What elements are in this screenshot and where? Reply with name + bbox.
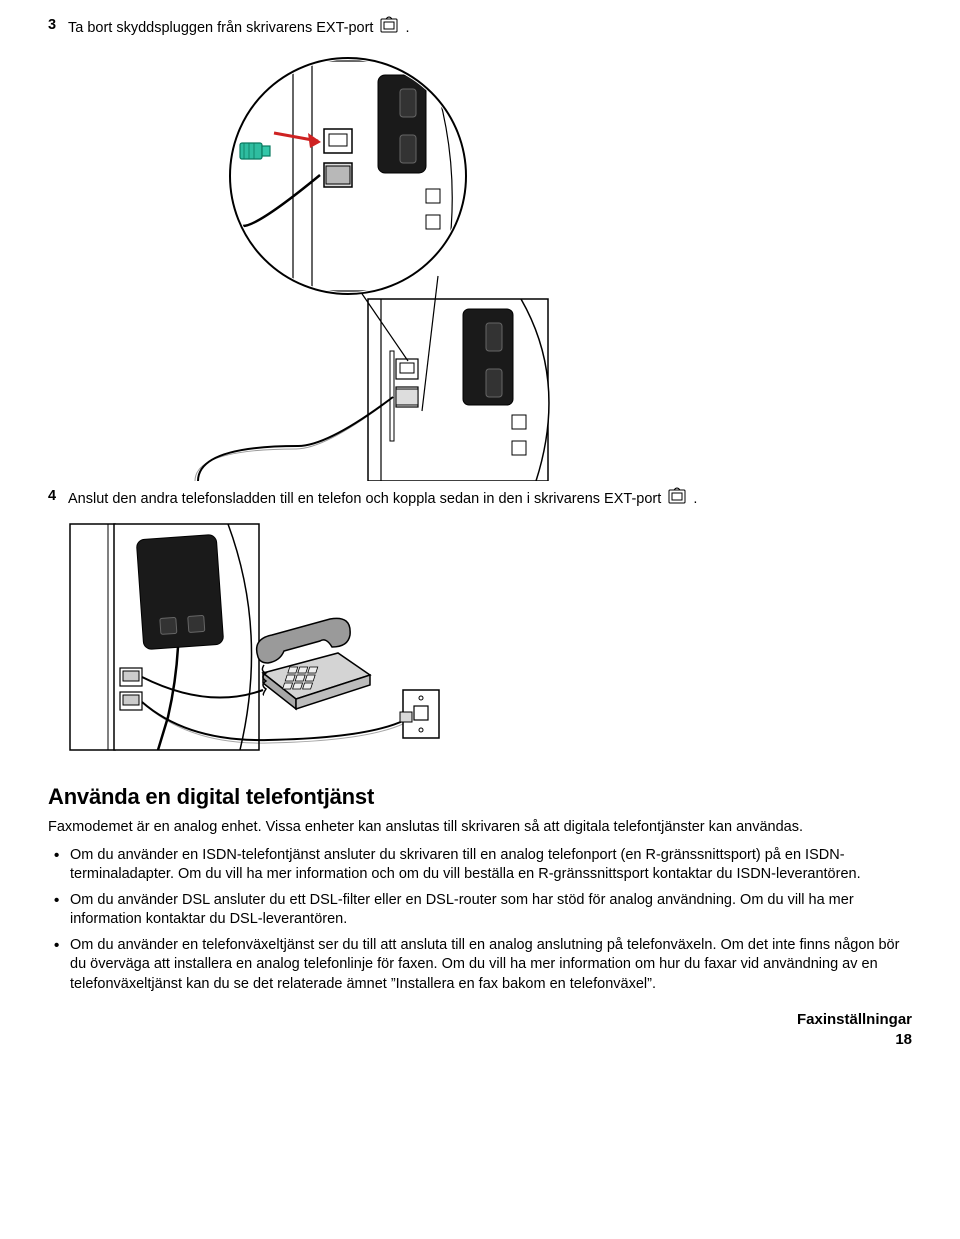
step-3-text: Ta bort skyddspluggen från skrivarens EX… (68, 16, 912, 41)
ext-port-icon (379, 16, 399, 41)
ext-port-icon (667, 487, 687, 512)
diagram-connect-phone (68, 522, 912, 759)
list-item: Om du använder DSL ansluter du ett DSL-f… (48, 891, 912, 930)
step-3: 3 Ta bort skyddspluggen från skrivarens … (48, 16, 912, 41)
diagram-remove-plug (68, 51, 912, 488)
list-item: Om du använder en telefonväxeltjänst ser… (48, 936, 912, 995)
section-heading: Använda en digital telefontjänst (48, 782, 912, 812)
step-4-text-after: . (693, 491, 697, 507)
step-4-text-before: Anslut den andra telefonsladden till en … (68, 491, 665, 507)
footer-section-title: Faxinställningar (797, 1010, 912, 1030)
step-4-number: 4 (48, 487, 68, 507)
step-3-text-before: Ta bort skyddspluggen från skrivarens EX… (68, 20, 377, 36)
step-3-text-after: . (406, 20, 410, 36)
intro-paragraph: Faxmodemet är en analog enhet. Vissa enh… (48, 818, 912, 838)
list-item: Om du använder en ISDN-telefontjänst ans… (48, 846, 912, 885)
step-3-number: 3 (48, 16, 68, 36)
footer-page-number: 18 (797, 1030, 912, 1050)
step-4-text: Anslut den andra telefonsladden till en … (68, 487, 912, 512)
step-4: 4 Anslut den andra telefonsladden till e… (48, 487, 912, 512)
bullet-list: Om du använder en ISDN-telefontjänst ans… (48, 846, 912, 995)
page-footer: Faxinställningar 18 (797, 1010, 912, 1051)
